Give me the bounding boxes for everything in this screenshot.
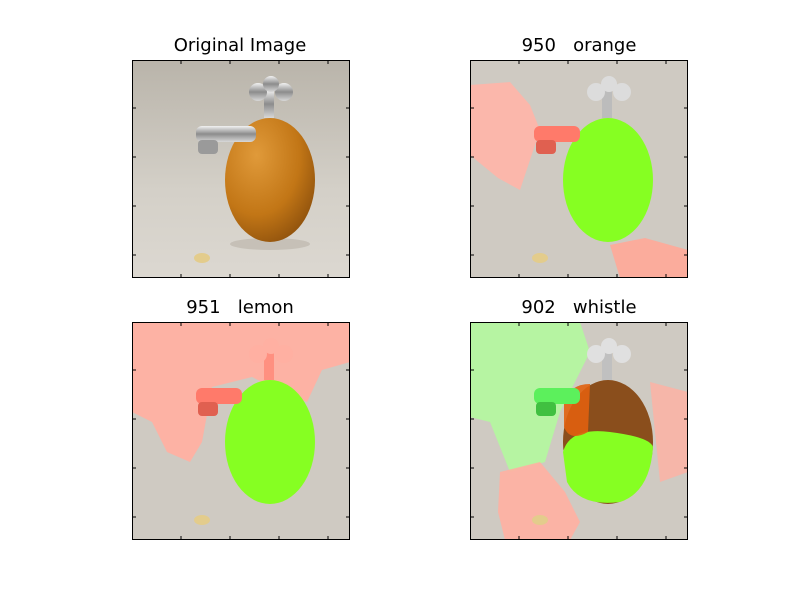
panel-title-orange: 950 orange [521,35,637,56]
red-region-bottom [610,238,688,278]
faucet-handle [249,83,267,101]
green-fruit-highlight [225,380,315,504]
panel-title-lemon: 951 lemon [186,297,294,318]
red-region-bottom [498,462,580,540]
orange-fruit [225,118,315,242]
faucet-spout [196,126,256,142]
panel-title-original: Original Image [173,35,307,56]
pale-green-region [470,322,590,472]
panel-frame [132,60,350,278]
green-fruit-highlight [563,431,653,503]
panel-original-image [132,60,350,278]
red-faucet-spout [534,126,580,142]
panel-orange-saliency [470,60,688,278]
green-fruit-highlight [563,118,653,242]
red-region-left [470,82,540,190]
red-region-top [132,322,350,462]
panel-title-whistle: 902 whistle [521,297,637,318]
panel-whistle-saliency [470,322,688,540]
panel-lemon-saliency [132,322,350,540]
